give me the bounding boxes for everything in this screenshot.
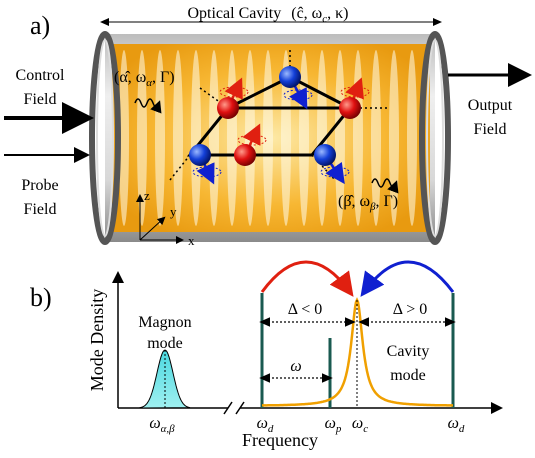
cavity-params: , κ) (327, 5, 348, 22)
cavity-params: (ĉ, ω (291, 5, 322, 22)
probe-field-label: Probe (21, 177, 58, 194)
magnon-mode-label: Magnon (138, 314, 191, 331)
x-axis-label: Frequency (242, 430, 318, 450)
control-field-label: Field (24, 91, 57, 108)
tick-sub: d (459, 423, 465, 435)
control-field-label: Control (16, 67, 65, 84)
tick-label: ωp (325, 415, 342, 435)
magnon-mode-label: mode (147, 335, 183, 352)
tick-sub: d (268, 423, 274, 435)
panel-label: b) (30, 283, 52, 312)
axis-z: z (144, 188, 150, 203)
tick-label: ωc (352, 415, 368, 435)
tick-symbol: ω (149, 415, 160, 432)
light-band (191, 50, 201, 226)
cavity-mode-label: mode (390, 367, 426, 384)
output-field-label: Field (474, 121, 507, 138)
panel-label: a) (30, 11, 50, 40)
light-band (263, 50, 273, 226)
axis-x: x (188, 233, 195, 248)
tick-sub: c (363, 423, 368, 435)
tick-label: ωα,β (149, 415, 175, 435)
cavity-mode-label: Cavity (387, 343, 430, 360)
tick-symbol: ω (257, 415, 268, 432)
tick-sub: α,β (161, 423, 176, 435)
y-axis-label: Mode Density (87, 289, 107, 392)
light-band (227, 50, 237, 226)
light-band (209, 50, 219, 226)
output-field-label: Output (468, 97, 513, 114)
tick-sub: p (335, 423, 342, 435)
tick-label: ωd (448, 415, 465, 435)
detuning-negative: Δ < 0 (288, 301, 322, 318)
blue-detuning-arc (364, 262, 453, 292)
cavity (92, 34, 448, 242)
tick-symbol: ω (352, 415, 363, 432)
tick-symbol: ω (325, 415, 336, 432)
magnon-alpha-text: , Γ) (152, 69, 175, 86)
omega-label: ω (290, 358, 301, 375)
figure: a) Optical Cavity (ĉ, ω c , κ) Control Fiel… (0, 0, 535, 458)
detuning-positive: Δ > 0 (393, 301, 427, 318)
cavity-title-text: Optical Cavity (187, 5, 281, 22)
probe-field-label: Field (24, 201, 57, 218)
magnon-alpha-text: (α̂, ω (114, 69, 146, 86)
tick-symbol: ω (448, 415, 459, 432)
magnon-beta-text: , Γ) (375, 193, 398, 210)
light-band (407, 50, 417, 226)
magnon-beta-text: (β̂, ω (338, 193, 370, 210)
axis-y: y (170, 204, 177, 219)
red-detuning-arc (262, 262, 350, 292)
